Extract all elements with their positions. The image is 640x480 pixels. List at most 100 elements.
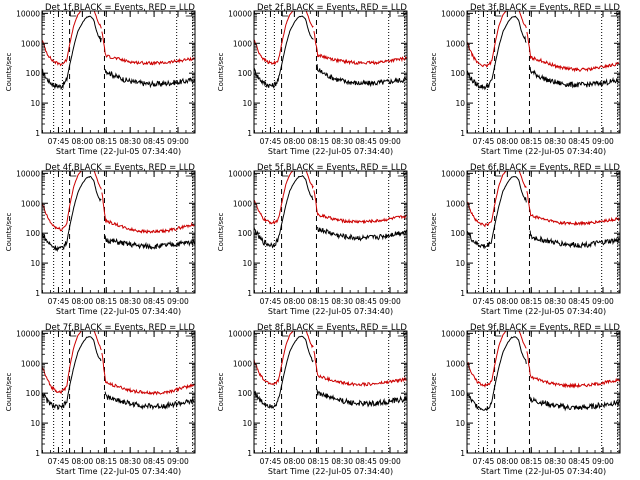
plot-frame <box>253 330 408 454</box>
x-tick-label: 08:45 <box>143 457 165 466</box>
y-tick-label: 10000 <box>16 9 40 18</box>
y-axis-label: Counts/sec <box>217 53 225 92</box>
x-tick-label: 08:00 <box>497 297 519 306</box>
x-tick-label: 09:00 <box>379 297 401 306</box>
panel-title: Det 1f,BLACK = Events, RED = LLD <box>45 3 195 13</box>
panel-title: Det 8f,BLACK = Events, RED = LLD <box>257 323 407 333</box>
detector-panel-7: 1 10 100 1000 10000 07:45 08:00 08:15 08:30 08:45… <box>5 323 196 476</box>
x-tick-label: 09:00 <box>592 457 614 466</box>
y-axis-label: Counts/sec <box>430 53 438 92</box>
y-tick-label: 1000 <box>233 359 252 368</box>
lld-series-segment-2 <box>526 31 620 73</box>
x-tick-label: 08:45 <box>355 297 377 306</box>
events-series-segment-2 <box>104 391 195 411</box>
x-tick-label: 08:00 <box>497 137 519 146</box>
x-axis-label: Start Time (22-Jul-05 07:34:40) <box>268 147 393 156</box>
x-tick-label: 08:15 <box>520 137 542 146</box>
y-tick-label: 1 <box>247 129 252 138</box>
y-axis-label: Counts/sec <box>217 373 225 412</box>
lld-series-segment-2 <box>313 350 407 388</box>
events-series-segment-1 <box>467 336 527 412</box>
interval-bracket-icon <box>610 331 618 337</box>
events-series-segment-1 <box>42 15 102 91</box>
detector-panel-6: 1 10 100 1000 10000 07:45 08:00 08:15 08:30 08:45… <box>430 163 621 316</box>
events-series-segment-2 <box>316 226 407 242</box>
lld-series-segment-1 <box>42 331 102 395</box>
panel-title: Det 6f,BLACK = Events, RED = LLD <box>470 163 620 173</box>
y-tick-label: 1 <box>460 289 465 298</box>
lld-series-segment-2 <box>313 31 407 66</box>
x-tick-label: 08:45 <box>143 297 165 306</box>
x-tick-label: 09:00 <box>379 137 401 146</box>
y-tick-label: 10 <box>455 99 465 108</box>
y-tick-label: 100 <box>451 69 466 78</box>
x-tick-label: 09:00 <box>167 297 189 306</box>
x-tick-label: 07:45 <box>473 137 495 146</box>
y-tick-label: 100 <box>238 69 253 78</box>
x-tick-label: 07:45 <box>260 297 282 306</box>
x-tick-label: 08:15 <box>95 457 117 466</box>
detector-panel-2: 1 10 100 1000 10000 07:45 08:00 08:15 08:30 08:45… <box>217 3 408 156</box>
lld-series-segment-2 <box>101 192 195 234</box>
x-axis-label: Start Time (22-Jul-05 07:34:40) <box>481 147 606 156</box>
interval-bracket-icon <box>610 171 618 177</box>
x-tick-label: 08:45 <box>568 457 590 466</box>
interval-bracket-icon <box>494 331 502 337</box>
x-tick-label: 08:15 <box>520 457 542 466</box>
y-tick-label: 10 <box>30 419 40 428</box>
x-tick-label: 08:45 <box>355 137 377 146</box>
y-tick-label: 100 <box>26 389 41 398</box>
lld-series-segment-1 <box>42 171 102 232</box>
interval-bracket-icon <box>610 11 618 17</box>
x-tick-label: 07:45 <box>473 457 495 466</box>
events-series-segment-1 <box>254 175 314 249</box>
y-axis-label: Counts/sec <box>5 213 13 252</box>
x-tick-label: 07:45 <box>48 457 70 466</box>
y-tick-label: 10 <box>242 419 252 428</box>
x-tick-label: 08:45 <box>143 137 165 146</box>
detector-panel-9: 1 10 100 1000 10000 07:45 08:00 08:15 08:30 08:45… <box>430 323 621 476</box>
plot-frame <box>466 330 621 454</box>
y-tick-label: 1000 <box>233 39 252 48</box>
plot-frame <box>41 330 196 454</box>
x-tick-label: 09:00 <box>167 137 189 146</box>
x-tick-label: 08:30 <box>119 297 141 306</box>
x-tick-label: 08:45 <box>355 457 377 466</box>
x-tick-label: 07:45 <box>260 137 282 146</box>
x-tick-label: 07:45 <box>473 297 495 306</box>
x-tick-label: 08:15 <box>520 297 542 306</box>
plot-frame <box>253 10 408 134</box>
events-series-segment-2 <box>104 235 195 250</box>
y-axis-label: Counts/sec <box>5 373 13 412</box>
y-tick-label: 10000 <box>16 169 40 178</box>
x-tick-label: 07:45 <box>48 297 70 306</box>
interval-bracket-icon <box>185 331 193 337</box>
plot-frame <box>253 170 408 294</box>
lld-series-segment-2 <box>526 351 620 389</box>
x-axis-label: Start Time (22-Jul-05 07:34:40) <box>56 307 181 316</box>
x-tick-label: 08:00 <box>72 137 94 146</box>
x-tick-label: 08:15 <box>307 297 329 306</box>
x-tick-label: 08:00 <box>72 457 94 466</box>
x-axis-label: Start Time (22-Jul-05 07:34:40) <box>268 307 393 316</box>
y-tick-label: 10 <box>455 419 465 428</box>
events-series-segment-1 <box>467 176 527 250</box>
y-tick-label: 10 <box>30 259 40 268</box>
y-tick-label: 1 <box>460 449 465 458</box>
x-tick-label: 08:15 <box>307 457 329 466</box>
x-axis-label: Start Time (22-Jul-05 07:34:40) <box>56 467 181 476</box>
x-tick-label: 09:00 <box>167 457 189 466</box>
interval-bracket-icon <box>281 331 289 337</box>
lld-series-segment-1 <box>254 11 314 66</box>
interval-bracket-icon <box>185 171 193 177</box>
x-tick-label: 08:30 <box>331 457 353 466</box>
plot-frame <box>41 10 196 134</box>
events-series-segment-2 <box>104 69 195 89</box>
y-axis-label: Counts/sec <box>430 213 438 252</box>
y-tick-label: 10000 <box>228 169 252 178</box>
x-tick-label: 08:15 <box>95 137 117 146</box>
y-tick-label: 10 <box>30 99 40 108</box>
x-tick-label: 08:30 <box>119 137 141 146</box>
detector-panel-8: 1 10 100 1000 10000 07:45 08:00 08:15 08:30 08:45… <box>217 323 408 476</box>
